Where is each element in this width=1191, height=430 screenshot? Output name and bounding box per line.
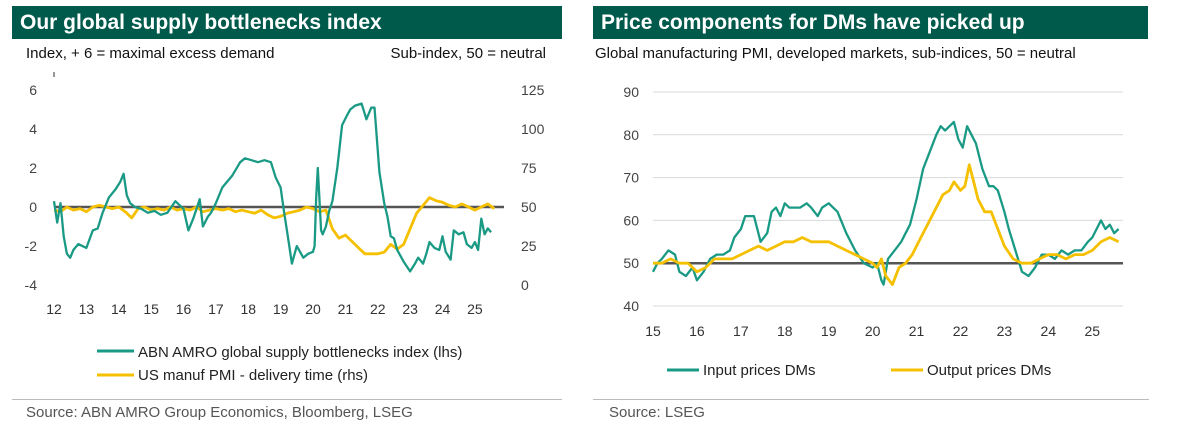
x-tick-label: 22 [953, 323, 969, 339]
right-y-tick-label: 50 [521, 199, 537, 215]
y-tick-label: 70 [623, 170, 639, 186]
x-tick-label: 25 [1084, 323, 1100, 339]
x-tick-label: 21 [338, 301, 354, 317]
y-tick-label: 60 [623, 212, 639, 228]
right-y-tick-label: 25 [521, 238, 537, 254]
y-tick-label: 80 [623, 127, 639, 143]
x-tick-label: 13 [79, 301, 95, 317]
left-y-tick-label: -4 [25, 277, 38, 293]
x-tick-label: 14 [111, 301, 127, 317]
right-y-tick-label: 75 [521, 160, 537, 176]
y-tick-label: 40 [623, 298, 639, 314]
x-tick-label: 16 [689, 323, 705, 339]
x-tick-label: 23 [402, 301, 418, 317]
y-tick-label: 90 [623, 84, 639, 100]
x-tick-label: 17 [733, 323, 749, 339]
x-tick-label: 19 [273, 301, 289, 317]
x-tick-label: 23 [997, 323, 1013, 339]
legend-label-output-prices: Output prices DMs [927, 362, 1051, 379]
right-chart-plot: 90 80 70 60 50 40 15 16 17 18 19 20 21 22 23 24 25 Input … [623, 84, 1123, 379]
x-tick-label: 18 [777, 323, 793, 339]
series-line-bottlenecks-index [52, 102, 492, 273]
right-chart-panel: Price components for DMs have picked up … [593, 0, 1149, 430]
right-y-tick-label: 125 [521, 82, 545, 98]
series-line-output-prices [653, 163, 1120, 286]
right-chart-source: Source: LSEG [609, 404, 705, 421]
x-tick-label: 24 [435, 301, 451, 317]
left-chart-panel: Our global supply bottlenecks index Inde… [12, 0, 562, 430]
left-chart-subtitle-right: Sub-index, 50 = neutral [390, 45, 546, 62]
x-tick-label: 25 [467, 301, 483, 317]
right-y-tick-label: 100 [521, 121, 545, 137]
series-line-input-prices [651, 120, 1120, 286]
right-y-tick-label: 0 [521, 277, 529, 293]
left-y-tick-label: 4 [29, 121, 37, 137]
left-source-divider [12, 399, 562, 400]
right-source-divider [593, 399, 1149, 400]
x-tick-label: 17 [208, 301, 224, 317]
left-y-tick-label: -2 [25, 238, 38, 254]
left-y-tick-label: 2 [29, 160, 37, 176]
right-chart-title: Price components for DMs have picked up [593, 6, 1148, 39]
x-tick-label: 16 [176, 301, 192, 317]
series-line-us-pmi-delivery [53, 196, 496, 256]
left-y-tick-label: 0 [29, 199, 37, 215]
x-tick-label: 12 [46, 301, 62, 317]
right-chart-subtitle: Global manufacturing PMI, developed mark… [595, 45, 1076, 62]
legend-label-bottlenecks: ABN AMRO global supply bottlenecks index… [138, 344, 462, 361]
left-chart-title: Our global supply bottlenecks index [12, 6, 562, 39]
legend-label-input-prices: Input prices DMs [703, 362, 816, 379]
x-tick-label: 15 [143, 301, 159, 317]
x-tick-label: 20 [305, 301, 321, 317]
x-tick-label: 15 [645, 323, 661, 339]
x-tick-label: 20 [865, 323, 881, 339]
x-tick-label: 18 [240, 301, 256, 317]
x-tick-label: 19 [821, 323, 837, 339]
x-tick-label: 22 [370, 301, 386, 317]
y-tick-label: 50 [623, 255, 639, 271]
left-chart-source: Source: ABN AMRO Group Economics, Bloomb… [26, 404, 413, 421]
x-tick-label: 24 [1041, 323, 1057, 339]
x-tick-label: 21 [909, 323, 925, 339]
legend-label-us-pmi: US manuf PMI - delivery time (rhs) [138, 367, 368, 384]
left-chart-subtitle-left: Index, + 6 = maximal excess demand [26, 45, 275, 62]
left-y-tick-label: 6 [29, 82, 37, 98]
